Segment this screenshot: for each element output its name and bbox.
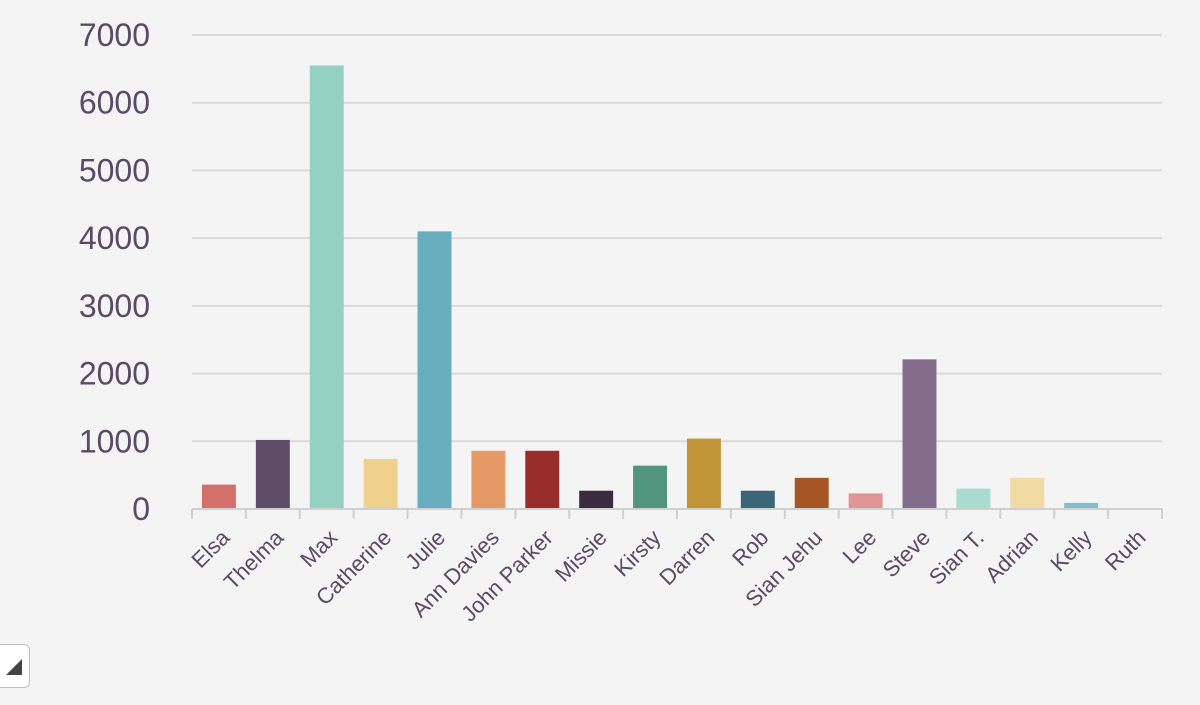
bar-kelly [1064, 502, 1099, 509]
x-tick-label: Thelma [219, 524, 289, 594]
bar-julie [417, 231, 452, 509]
bar-adrian [1010, 477, 1045, 509]
bar-ann-davies [471, 450, 506, 509]
y-tick-label: 7000 [79, 17, 150, 53]
x-tick-label: Julie [400, 525, 450, 575]
y-tick-label: 0 [132, 491, 150, 527]
bar-sian-jehu [794, 477, 829, 509]
bar-elsa [201, 484, 236, 509]
bar-kirsty [633, 465, 668, 509]
x-tick-label: Max [295, 525, 342, 572]
x-tick-label: Lee [838, 525, 882, 569]
bar-lee [848, 493, 883, 509]
bar-catherine [363, 458, 398, 509]
y-tick-label: 3000 [79, 288, 150, 324]
x-tick-label: Rob [727, 525, 773, 571]
bar-john-parker [525, 450, 560, 509]
x-tick-label: Adrian [980, 525, 1043, 588]
bars [201, 65, 1099, 509]
bar-rob [740, 490, 775, 509]
bar-sian-t [956, 488, 991, 509]
gridlines [192, 34, 1162, 443]
bar-steve [902, 359, 937, 509]
bar-thelma [255, 439, 290, 509]
y-tick-label: 4000 [79, 220, 150, 256]
x-axis [191, 508, 1163, 519]
bar-darren [686, 438, 721, 509]
x-tick-label: Elsa [187, 524, 235, 572]
y-tick-label: 1000 [79, 423, 150, 459]
x-tick-label: Darren [654, 525, 719, 590]
triangle-corner-icon [6, 659, 22, 675]
bar-missie [579, 490, 614, 509]
resize-handle[interactable] [0, 644, 30, 688]
x-tick-label: Missie [550, 525, 612, 587]
y-axis-tick-labels: 0 1000 2000 3000 4000 5000 6000 7000 [79, 17, 150, 527]
x-tick-label: Kelly [1045, 525, 1096, 576]
bar-max [309, 65, 344, 509]
y-tick-label: 5000 [79, 152, 150, 188]
y-tick-label: 2000 [79, 356, 150, 392]
x-tick-label: Ruth [1100, 525, 1151, 576]
y-tick-label: 6000 [79, 85, 150, 121]
x-tick-label: Sian T. [924, 525, 989, 590]
